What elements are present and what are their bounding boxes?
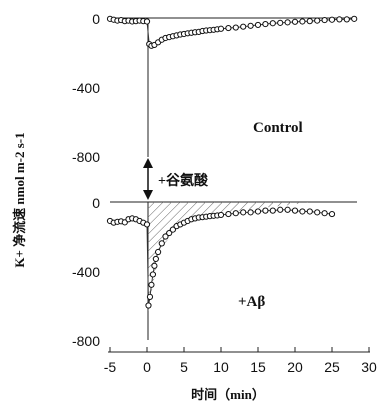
x-tick-label: 10: [213, 359, 229, 375]
y-axis-label: K+ 净流速 nmol m-2 s-1: [12, 132, 27, 267]
data-point: [314, 209, 321, 216]
data-point: [277, 19, 284, 26]
x-axis-label: 时间（min）: [191, 387, 265, 402]
data-point: [143, 221, 151, 228]
data-point: [166, 229, 173, 237]
glutamate-annotation: +谷氨酸: [143, 158, 209, 200]
series-control: [106, 15, 358, 49]
data-point: [232, 24, 239, 31]
y-tick-label-bottom-400: -400: [72, 264, 100, 280]
y-tick-label-top-800: -800: [72, 149, 100, 165]
data-point: [299, 18, 306, 25]
data-point: [321, 16, 328, 24]
data-point: [143, 18, 151, 25]
x-tick-label: 30: [361, 359, 377, 375]
data-point: [299, 208, 306, 215]
panel-label-control: Control: [253, 120, 303, 136]
data-point: [262, 207, 269, 214]
data-point: [149, 271, 157, 278]
y-tick-label-bottom-800: -800: [72, 333, 100, 349]
data-point: [151, 262, 158, 269]
data-point: [343, 16, 350, 23]
y-tick-label-top-400: -400: [72, 80, 100, 96]
data-point: [306, 208, 313, 215]
data-point: [148, 281, 155, 288]
data-point: [152, 255, 159, 263]
data-point: [240, 209, 247, 216]
data-point: [225, 210, 232, 218]
data-point: [254, 21, 262, 29]
data-point: [336, 16, 343, 23]
data-point: [269, 20, 276, 27]
data-point: [351, 15, 358, 22]
data-point: [158, 240, 165, 247]
data-point: [146, 293, 154, 300]
data-point: [247, 209, 254, 216]
annotation-label: +谷氨酸: [158, 172, 209, 189]
arrow-head-up: [143, 158, 153, 168]
data-point: [328, 16, 336, 23]
y-tick-label-top-0: 0: [92, 11, 100, 27]
data-point: [162, 233, 169, 240]
data-point: [269, 207, 276, 214]
data-point: [217, 25, 225, 32]
data-point: [291, 207, 299, 214]
data-point: [306, 18, 313, 25]
data-point: [169, 226, 176, 233]
data-point: [232, 210, 239, 217]
data-point: [247, 22, 254, 29]
data-point: [254, 208, 262, 215]
arrow-head-down: [143, 190, 153, 200]
data-point: [262, 20, 269, 28]
x-tick-label: 25: [324, 359, 340, 375]
data-point: [284, 206, 291, 213]
data-point: [284, 19, 291, 26]
x-tick-label: 5: [180, 359, 188, 375]
x-ticks: -5 0 5 10 15 20 25 30: [104, 347, 377, 375]
data-point: [328, 210, 336, 218]
data-point: [291, 18, 299, 25]
data-point: [145, 302, 152, 309]
data-point: [240, 23, 247, 30]
data-point: [225, 24, 232, 32]
x-tick-label: -5: [104, 359, 117, 375]
data-point: [277, 206, 284, 213]
data-point: [155, 248, 162, 256]
data-point: [314, 17, 321, 24]
panel-label-abeta: +Aβ: [238, 294, 265, 310]
y-tick-labels: 0 -400 -800 0 -400 -800: [72, 11, 100, 349]
x-tick-label: 0: [143, 359, 151, 375]
x-tick-label: 20: [287, 359, 303, 375]
y-tick-label-bottom-0: 0: [92, 195, 100, 211]
hatched-area: [148, 202, 310, 312]
series-abeta: [106, 206, 336, 309]
data-point: [321, 210, 328, 217]
data-point: [217, 211, 225, 219]
x-tick-label: 15: [250, 359, 266, 375]
